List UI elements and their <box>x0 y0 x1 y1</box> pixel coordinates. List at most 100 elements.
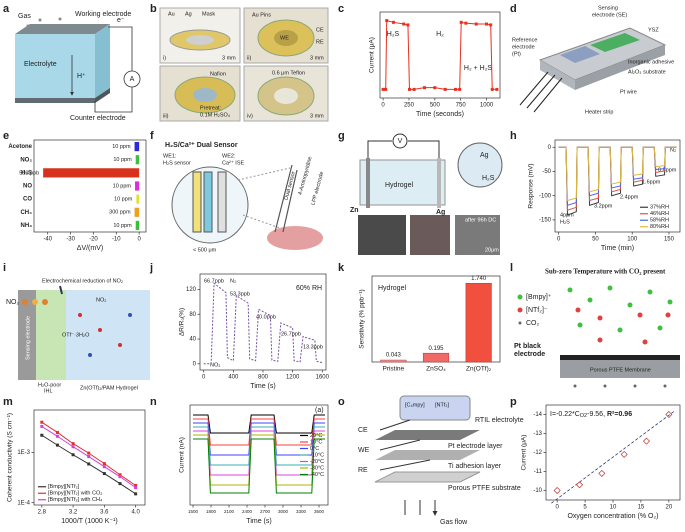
label: H₂ + H₂S <box>464 65 493 72</box>
x-tick-label: 100 <box>627 237 638 243</box>
label: 2.4ppm <box>620 194 639 200</box>
label: CO₂ <box>526 320 540 327</box>
shape <box>367 140 440 158</box>
legend-label: 46%RH <box>650 211 669 217</box>
shape <box>128 313 132 317</box>
label: Ca²⁺ ISE <box>222 159 244 166</box>
label: after 96h DC <box>465 217 496 223</box>
bar <box>422 352 450 363</box>
label: Electrolyte <box>24 61 57 68</box>
shape <box>358 215 406 255</box>
series-line <box>203 282 323 365</box>
shape <box>366 158 370 208</box>
sensing-electrode <box>590 33 640 52</box>
label: i <box>3 262 6 274</box>
shape <box>26 24 30 28</box>
label: A <box>130 76 135 83</box>
point <box>385 19 389 23</box>
label: [NTf₂]⁻ <box>526 307 548 314</box>
plot-frame <box>554 139 681 233</box>
shape <box>517 307 523 313</box>
shape <box>399 395 471 421</box>
y-tick-label: 0 <box>193 361 197 367</box>
shape <box>573 384 577 388</box>
label: k <box>338 262 345 274</box>
label: 66.7ppb <box>204 278 224 284</box>
point <box>575 481 584 489</box>
shape <box>627 302 633 308</box>
point <box>464 21 468 25</box>
shape <box>374 471 481 483</box>
x-tick-label: 800 <box>258 375 269 381</box>
bar <box>380 359 407 363</box>
x-tick-label: 400 <box>228 375 239 381</box>
label: Dual sensor <box>284 171 297 201</box>
shape <box>517 294 523 300</box>
legend-label: 58%RH <box>650 218 669 224</box>
label: Gas <box>18 13 31 20</box>
bar <box>43 168 140 178</box>
x-tick-label: 3.6 <box>100 510 109 516</box>
shape <box>98 328 102 332</box>
point <box>474 22 478 26</box>
shape <box>607 285 613 291</box>
x-tick-label: 3000 <box>278 509 289 514</box>
shape <box>587 297 593 303</box>
shape <box>274 88 298 104</box>
label: Counter electrode <box>70 115 126 122</box>
label: RE <box>316 39 324 45</box>
label: Zn <box>350 207 359 214</box>
label: NO₂ <box>210 362 220 368</box>
label: H₂S <box>560 219 570 225</box>
point <box>134 492 138 496</box>
label: H⁺ <box>77 73 86 80</box>
x-axis-label: Oxygen concentration (% O₂) <box>567 513 658 520</box>
point <box>71 453 75 457</box>
y-tick-label: -12 <box>533 450 542 456</box>
label: Au <box>168 11 175 17</box>
point <box>642 437 651 445</box>
shape <box>642 339 648 345</box>
label: b <box>150 3 157 15</box>
label: H₂S/Ca²⁺ Dual Sensor <box>165 142 238 149</box>
shape <box>597 337 603 343</box>
label: RE <box>358 467 368 474</box>
series-line <box>193 414 325 434</box>
label: 3 mm <box>310 113 324 119</box>
point <box>118 473 122 477</box>
point <box>55 443 59 447</box>
bar <box>465 282 492 363</box>
label: Ti adhesion layer <box>448 463 502 470</box>
label: 3 mm <box>310 55 324 61</box>
label: Hydrogel <box>378 285 406 292</box>
label: -9.56, <box>587 411 607 418</box>
label: WE1: <box>163 153 177 159</box>
label: NO₂ <box>6 299 20 306</box>
x-tick-label: -20 <box>89 237 98 243</box>
label: WE <box>280 35 289 41</box>
value-label: 1.740 <box>471 276 487 282</box>
label: o <box>338 396 345 408</box>
label: i) <box>163 55 166 61</box>
shape <box>237 167 291 229</box>
label: h <box>510 130 517 142</box>
shape <box>59 285 63 295</box>
concentration-label: 10 ppm <box>114 197 133 203</box>
label: [NTf₂] <box>435 402 450 408</box>
shape <box>18 290 36 380</box>
category-label: NH₃ <box>21 223 33 229</box>
shape <box>665 312 671 318</box>
label: 0.8ppm <box>658 167 677 173</box>
label: V <box>398 138 403 145</box>
legend-label: [Bmpy][NTf₂] <box>48 484 80 490</box>
point <box>55 434 59 438</box>
shape <box>217 171 227 233</box>
plot-frame <box>189 404 329 506</box>
label: Au Pins <box>252 12 271 18</box>
category-label: ZnSO₄ <box>426 366 446 373</box>
shape <box>617 327 623 333</box>
legend-label: 20°C <box>310 433 322 439</box>
shape <box>36 290 66 380</box>
x-tick-label: 2400 <box>242 509 253 514</box>
x-axis-label: Time (s) <box>246 518 271 525</box>
